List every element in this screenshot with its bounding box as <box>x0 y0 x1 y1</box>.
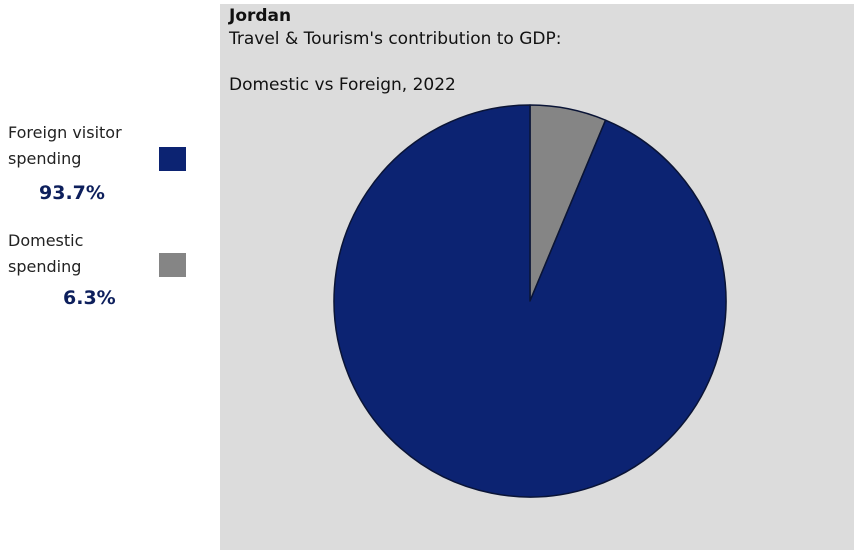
legend-value-foreign: 93.7% <box>39 182 105 204</box>
chart-title: Jordan <box>229 6 292 26</box>
legend-swatch-domestic <box>159 253 186 277</box>
legend-label-foreign-line1: Foreign visitor <box>8 123 122 142</box>
pie-chart <box>333 104 727 498</box>
legend-value-domestic: 6.3% <box>63 287 116 309</box>
legend: Foreign visitor spending 93.7% Domestic … <box>0 0 220 550</box>
legend-label-domestic-line1: Domestic <box>8 231 84 250</box>
chart-panel: Jordan Travel & Tourism's contribution t… <box>220 4 854 550</box>
chart-subtitle-line1: Travel & Tourism's contribution to GDP: <box>229 29 562 49</box>
pie-slice-foreign <box>333 104 727 498</box>
legend-label-foreign-line2: spending <box>8 149 82 168</box>
legend-swatch-foreign <box>159 147 186 171</box>
legend-label-domestic-line2: spending <box>8 257 82 276</box>
chart-subtitle-line2: Domestic vs Foreign, 2022 <box>229 75 456 95</box>
